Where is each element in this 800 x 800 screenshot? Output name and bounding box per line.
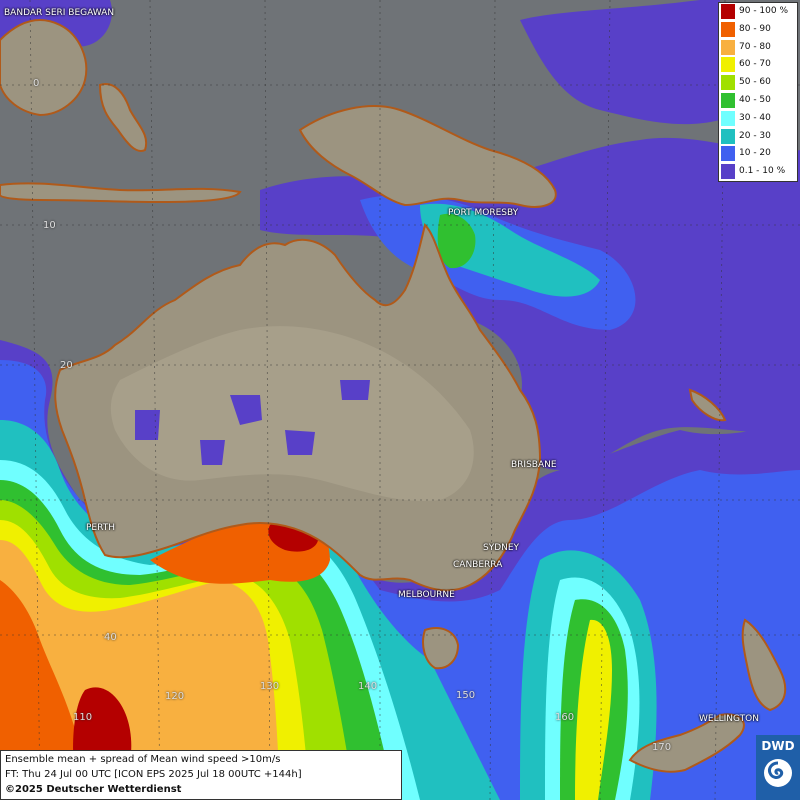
legend-swatch (721, 128, 735, 144)
legend-label: 60 - 70 (739, 59, 771, 70)
city-label-sydney: SYDNEY (483, 543, 520, 553)
borneo-landmass (0, 19, 88, 117)
graticule-lon-130 (264, 0, 271, 800)
legend-swatch (721, 4, 735, 19)
lat-label-0: 0 (33, 78, 40, 89)
prob-band-40-50-png (437, 213, 476, 269)
legend-label: 40 - 50 (739, 95, 771, 105)
probability-legend: 90 - 100 % 80 - 90 70 - 80 60 - 70 50 - 60 40… (718, 2, 798, 182)
legend-row: 30 - 40 (719, 110, 797, 128)
indonesia-islands (0, 182, 242, 204)
legend-label: 80 - 90 (739, 23, 771, 34)
city-label-bandar-seri-begawan: BANDAR SERI BEGAWAN (4, 8, 115, 18)
map-info-box: Ensemble mean + spread of Mean wind spee… (0, 750, 402, 800)
dwd-logo-text: DWD (761, 739, 795, 753)
lat-label-20: 20 (60, 360, 73, 371)
land-prob-blob-4 (340, 380, 370, 400)
legend-row: 10 - 20 (719, 145, 797, 163)
lon-label-130: 130 (260, 681, 280, 692)
dwd-logo-swirl-icon (764, 759, 792, 787)
prob-band-0-10-east-pacific (520, 0, 720, 125)
city-label-canberra: CANBERRA (453, 560, 503, 570)
info-title: Ensemble mean + spread of Mean wind spee… (5, 754, 281, 765)
legend-swatch (721, 93, 735, 108)
new-zealand-north-island (741, 618, 787, 712)
legend-label: 70 - 80 (739, 41, 771, 52)
legend-label: 20 - 30 (739, 130, 771, 141)
lon-label-150: 150 (456, 690, 476, 701)
legend-label: 30 - 40 (739, 112, 771, 123)
prob-band-60-70-east (575, 619, 612, 800)
new-guinea-landmass (298, 105, 557, 208)
legend-swatch (721, 57, 735, 73)
legend-row: 0.1 - 10 % (719, 163, 797, 181)
graticule-lon-120 (149, 0, 161, 800)
city-label-port-moresby: PORT MORESBY (448, 208, 519, 218)
lat-label-10: 10 (43, 220, 56, 231)
graticule-lon-150 (489, 0, 496, 800)
dwd-logo: DWD (756, 735, 800, 800)
land-prob-blob-1 (230, 395, 262, 425)
legend-label: 10 - 20 (739, 148, 771, 159)
legend-label: 50 - 60 (739, 77, 771, 88)
legend-swatch (721, 146, 735, 162)
legend-swatch (721, 21, 735, 37)
land-prob-blob-5 (200, 440, 225, 465)
graticule-lon-110 (29, 0, 41, 800)
tasmania-landmass (422, 627, 460, 670)
lon-label-140: 140 (358, 681, 378, 692)
land-prob-blob-3 (285, 430, 315, 455)
legend-row: 60 - 70 (719, 56, 797, 74)
legend-row: 90 - 100 % (719, 3, 797, 21)
city-label-wellington: WELLINGTON (699, 714, 759, 724)
lon-label-120: 120 (165, 691, 185, 702)
legend-swatch (721, 164, 735, 180)
new-caledonia (688, 388, 727, 422)
lat-label-40: 40 (104, 632, 117, 643)
city-label-melbourne: MELBOURNE (398, 590, 455, 600)
prob-band-80-90-west (0, 580, 90, 800)
legend-label: 90 - 100 % (739, 6, 789, 16)
city-label-perth: PERTH (86, 523, 115, 533)
legend-row: 40 - 50 (719, 92, 797, 110)
legend-swatch (721, 75, 735, 91)
new-zealand-south-island (628, 713, 745, 773)
land-prob-blob-2 (135, 410, 160, 440)
info-forecast-time: FT: Thu 24 Jul 00 UTC [ICON EPS 2025 Jul… (5, 769, 302, 780)
legend-row: 50 - 60 (719, 74, 797, 92)
legend-swatch (721, 39, 735, 55)
legend-row: 20 - 30 (719, 128, 797, 146)
graticule-lon-160 (599, 0, 611, 800)
lon-label-170: 170 (652, 742, 672, 753)
sulawesi-landmass (98, 83, 148, 152)
lon-label-110: 110 (73, 712, 93, 723)
legend-row: 70 - 80 (719, 39, 797, 57)
legend-swatch (721, 110, 735, 126)
city-label-brisbane: BRISBANE (511, 460, 557, 470)
info-copyright: ©2025 Deutscher Wetterdienst (5, 784, 182, 795)
lon-label-160: 160 (555, 712, 575, 723)
legend-label: 0.1 - 10 % (739, 166, 786, 177)
legend-row: 80 - 90 (719, 21, 797, 39)
